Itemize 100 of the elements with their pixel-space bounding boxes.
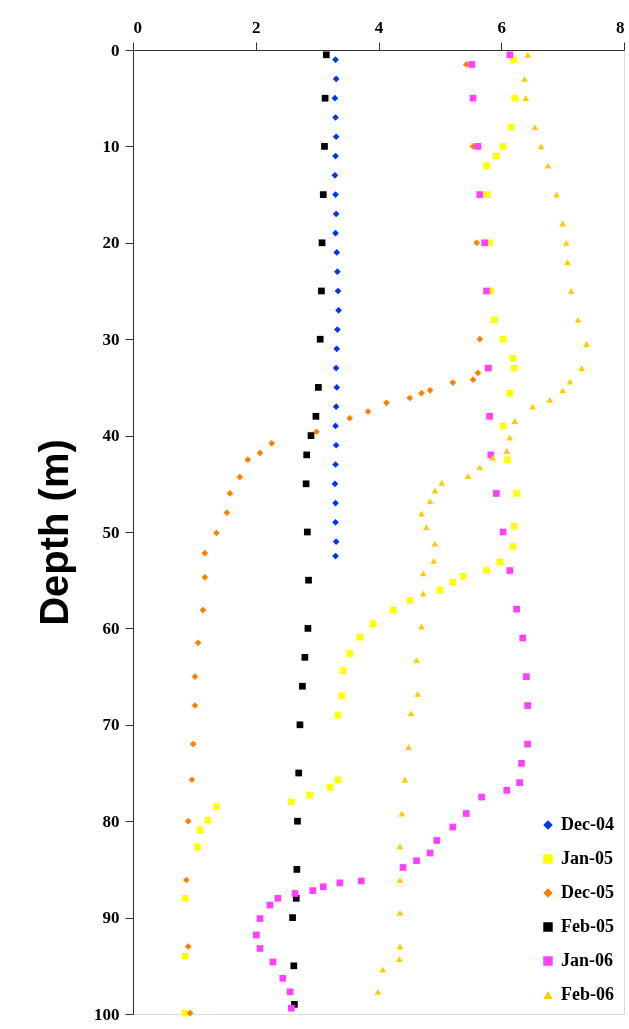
point xyxy=(318,239,326,247)
point xyxy=(307,432,315,439)
point xyxy=(396,843,404,850)
point xyxy=(357,877,365,885)
point xyxy=(413,657,420,664)
point xyxy=(407,710,415,717)
point xyxy=(546,397,554,403)
point xyxy=(332,114,339,121)
point xyxy=(522,95,530,102)
point xyxy=(419,590,427,597)
point xyxy=(426,498,434,505)
point xyxy=(483,162,490,170)
point xyxy=(253,931,260,939)
point xyxy=(336,879,344,887)
point xyxy=(286,988,294,996)
point xyxy=(331,171,339,179)
point xyxy=(319,883,327,891)
point xyxy=(335,306,342,314)
point xyxy=(564,259,571,265)
point xyxy=(469,94,477,102)
point xyxy=(268,439,276,447)
point xyxy=(464,473,472,479)
point xyxy=(306,791,314,799)
point xyxy=(559,387,566,394)
point xyxy=(294,817,301,825)
point xyxy=(279,974,287,982)
point xyxy=(567,288,575,294)
point xyxy=(312,412,320,420)
point xyxy=(399,864,407,871)
point xyxy=(332,519,339,526)
point xyxy=(321,143,328,150)
point xyxy=(289,914,296,921)
point xyxy=(414,691,422,697)
point xyxy=(331,480,339,488)
point xyxy=(578,365,586,372)
point xyxy=(504,456,511,464)
point xyxy=(332,191,339,198)
point xyxy=(476,335,484,343)
point xyxy=(295,769,303,777)
point xyxy=(524,702,531,709)
y-tick-label: 60 xyxy=(102,618,120,638)
point xyxy=(256,945,264,952)
point xyxy=(511,94,519,102)
point xyxy=(396,877,404,883)
legend-label: Jan-05 xyxy=(561,848,614,868)
point xyxy=(406,597,414,604)
point xyxy=(433,837,441,844)
point xyxy=(486,412,493,420)
point xyxy=(287,1004,295,1012)
point xyxy=(256,915,264,922)
point xyxy=(199,606,207,614)
legend-label: Feb-06 xyxy=(561,984,614,1004)
y-tick-label: 80 xyxy=(102,811,120,831)
point xyxy=(201,549,209,557)
x-tick-label: 0 xyxy=(133,17,142,37)
point xyxy=(506,51,514,59)
point xyxy=(304,625,312,632)
point xyxy=(319,191,327,198)
point xyxy=(188,776,196,784)
point xyxy=(383,399,390,407)
x-tick-label: 4 xyxy=(374,17,384,37)
point xyxy=(449,578,457,586)
y-axis-title: Depth (m) xyxy=(32,439,76,626)
y-tick-label: 50 xyxy=(102,522,120,542)
point xyxy=(287,798,295,806)
point xyxy=(492,152,500,160)
point xyxy=(302,480,310,488)
point xyxy=(511,418,519,425)
point xyxy=(332,56,339,63)
point xyxy=(309,887,317,894)
point xyxy=(396,909,404,916)
point xyxy=(483,191,491,198)
x-tick-label: 8 xyxy=(616,17,625,37)
point xyxy=(256,449,264,457)
point xyxy=(418,510,425,517)
point xyxy=(315,384,322,391)
point xyxy=(476,191,484,198)
point xyxy=(334,268,341,276)
point xyxy=(201,573,209,581)
y-tick-label: 90 xyxy=(102,908,120,928)
point xyxy=(492,490,500,497)
point xyxy=(405,744,412,750)
point xyxy=(423,524,430,531)
y-tick-label: 10 xyxy=(102,136,120,156)
point xyxy=(303,451,311,459)
point xyxy=(244,456,252,464)
point xyxy=(346,414,354,422)
point xyxy=(562,239,570,246)
point xyxy=(413,857,420,865)
point xyxy=(503,787,511,794)
point xyxy=(396,956,403,962)
point xyxy=(186,1009,194,1017)
point xyxy=(491,316,498,324)
point xyxy=(531,124,539,131)
point xyxy=(483,287,490,295)
y-tick-label: 100 xyxy=(94,1004,120,1024)
point xyxy=(449,823,457,831)
point xyxy=(513,490,520,497)
point xyxy=(566,378,574,385)
point xyxy=(506,567,514,574)
